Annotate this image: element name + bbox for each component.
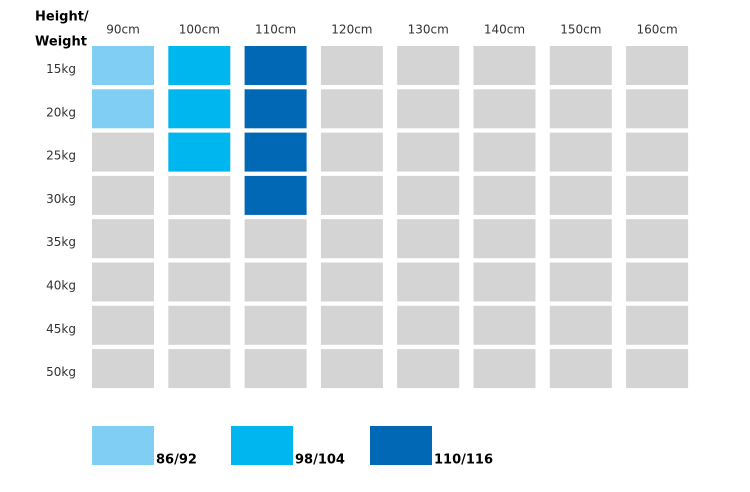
size-cell: [320, 46, 383, 85]
size-cell: [397, 305, 460, 345]
size-cell: [92, 175, 154, 215]
size-cell: [397, 262, 460, 302]
size-cell: [244, 89, 307, 129]
size-cell: [92, 219, 154, 259]
size-cell: [473, 349, 536, 389]
size-cell: [473, 175, 536, 215]
size-cell: [92, 46, 154, 85]
row-label: 20kg: [46, 105, 76, 119]
column-label: 140cm: [484, 23, 525, 37]
size-cell: [549, 89, 612, 129]
size-cell: [320, 349, 383, 389]
row-label: 45kg: [46, 322, 76, 336]
size-cell: [320, 175, 383, 215]
legend-label: 98/104: [295, 453, 345, 468]
size-cell: [626, 305, 689, 345]
size-cell: [244, 349, 307, 389]
row-label: 35kg: [46, 235, 76, 249]
row-label: 25kg: [46, 149, 76, 163]
size-cell: [626, 349, 689, 389]
size-cell: [397, 349, 460, 389]
legend-swatch: [92, 426, 154, 465]
size-cell: [92, 262, 154, 302]
size-cell: [473, 219, 536, 259]
size-cell: [473, 46, 536, 85]
column-label: 100cm: [179, 23, 220, 37]
size-cell: [168, 46, 231, 85]
size-cell: [549, 175, 612, 215]
size-cell: [92, 89, 154, 129]
size-cell: [320, 132, 383, 172]
size-cell: [244, 175, 307, 215]
size-cell: [626, 219, 689, 259]
size-cell: [168, 219, 231, 259]
column-label: 160cm: [636, 23, 677, 37]
row-label: 50kg: [46, 365, 76, 379]
legend-label: 86/92: [156, 453, 197, 468]
size-cell: [626, 89, 689, 129]
column-label: 130cm: [408, 23, 449, 37]
size-cell: [626, 175, 689, 215]
size-cell: [92, 305, 154, 345]
row-label: 30kg: [46, 192, 76, 206]
legend-label: 110/116: [434, 453, 493, 468]
size-cell: [473, 132, 536, 172]
size-cell: [626, 46, 689, 85]
size-cell: [244, 219, 307, 259]
column-label: 150cm: [560, 23, 601, 37]
size-cell: [168, 132, 231, 172]
size-cell: [168, 349, 231, 389]
size-cell: [473, 305, 536, 345]
size-cell: [549, 46, 612, 85]
size-cell: [168, 89, 231, 129]
size-cell: [549, 262, 612, 302]
size-cell: [626, 132, 689, 172]
size-cell: [473, 89, 536, 129]
size-cell: [244, 132, 307, 172]
row-label: 40kg: [46, 279, 76, 293]
size-cell: [320, 89, 383, 129]
size-cell: [397, 89, 460, 129]
size-cell: [320, 262, 383, 302]
size-cell: [320, 219, 383, 259]
legend-swatch: [231, 426, 293, 465]
size-cell: [320, 305, 383, 345]
header-line1: Height/: [35, 10, 89, 25]
size-cell: [549, 349, 612, 389]
size-cell: [397, 132, 460, 172]
size-cell: [549, 305, 612, 345]
column-label: 90cm: [106, 23, 140, 37]
size-cell: [549, 219, 612, 259]
legend-swatch: [370, 426, 432, 465]
size-cell: [244, 262, 307, 302]
size-cell: [92, 349, 154, 389]
column-label: 120cm: [331, 23, 372, 37]
size-cell: [244, 46, 307, 85]
size-cell: [397, 175, 460, 215]
column-label: 110cm: [255, 23, 296, 37]
size-cell: [168, 305, 231, 345]
size-cell: [168, 175, 231, 215]
row-label: 15kg: [46, 62, 76, 76]
size-cell: [397, 46, 460, 85]
size-cell: [549, 132, 612, 172]
size-cell: [626, 262, 689, 302]
size-cell: [244, 305, 307, 345]
size-cell: [473, 262, 536, 302]
size-cell: [168, 262, 231, 302]
header-line2: Weight: [35, 35, 87, 50]
size-cell: [397, 219, 460, 259]
size-cell: [92, 132, 154, 172]
